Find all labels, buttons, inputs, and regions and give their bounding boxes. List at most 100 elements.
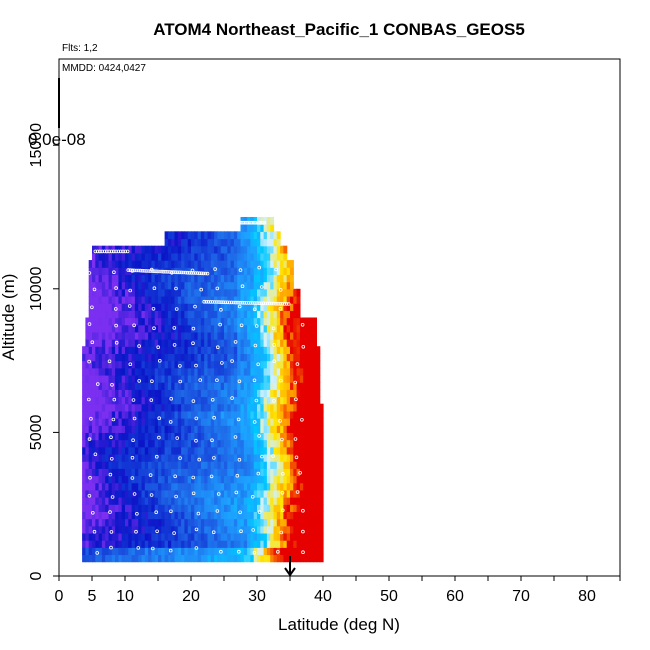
heatmap-cell [257, 281, 261, 290]
heatmap-cell [108, 403, 113, 412]
heatmap-cell [118, 461, 123, 469]
heatmap-cell [210, 439, 215, 448]
heatmap-cell [283, 260, 288, 268]
heatmap-cell [131, 339, 136, 347]
heatmap-cell [125, 497, 129, 505]
heatmap-cell [187, 252, 192, 261]
track-point [218, 322, 222, 327]
heatmap-cell [187, 331, 192, 340]
heatmap-cell [88, 425, 93, 433]
heatmap-cell [141, 439, 146, 448]
heatmap-cell [128, 245, 133, 254]
heatmap-cell [273, 475, 278, 484]
heatmap-cell [276, 346, 281, 354]
heatmap-cell [313, 403, 317, 412]
heatmap-cell [164, 331, 169, 340]
heatmap-cell [240, 389, 245, 398]
heatmap-cell [243, 418, 248, 426]
heatmap-cell [257, 252, 261, 261]
heatmap-cell [161, 310, 166, 319]
heatmap-cell [250, 446, 255, 455]
heatmap-cell [263, 475, 268, 484]
heatmap-cell [108, 468, 113, 477]
heatmap-cell [204, 410, 209, 419]
heatmap-cell [266, 303, 271, 311]
heatmap-cell [313, 382, 317, 390]
heatmap-cell [184, 310, 189, 319]
heatmap-cell [141, 540, 146, 548]
heatmap-cell [266, 331, 271, 340]
heatmap-cell [194, 274, 199, 283]
heatmap-cell [299, 418, 304, 426]
heatmap-cell [217, 324, 222, 333]
heatmap-cell [283, 374, 288, 383]
heatmap-cell [230, 547, 235, 556]
heatmap-cell [131, 360, 136, 369]
heatmap-cell [296, 482, 301, 491]
heatmap-cell [161, 547, 166, 556]
heatmap-cell [128, 346, 133, 354]
track-point [260, 454, 264, 459]
heatmap-cell [85, 489, 90, 498]
track-point [257, 434, 261, 438]
heatmap-cell [210, 274, 215, 283]
heatmap-cell [299, 432, 304, 441]
heatmap-cell [270, 439, 275, 448]
heatmap-cell [313, 504, 317, 512]
heatmap-cell [210, 504, 215, 512]
heatmap-cell [88, 382, 93, 390]
heatmap-cell [263, 267, 268, 276]
track-point [112, 270, 116, 275]
heatmap-cell [290, 410, 294, 419]
heatmap-cell [128, 518, 133, 527]
heatmap-cell [191, 446, 195, 455]
track-point [278, 288, 283, 292]
heatmap-cell [257, 475, 261, 484]
heatmap-cell [115, 446, 119, 455]
heatmap-cell [197, 432, 202, 441]
heatmap-cell [273, 439, 278, 448]
heatmap-cell [260, 331, 265, 340]
heatmap-cell [174, 281, 179, 290]
heatmap-cell [177, 403, 182, 412]
heatmap-cell [253, 511, 258, 520]
heatmap-cell [85, 324, 90, 333]
heatmap-cell [184, 482, 189, 491]
heatmap-cell [280, 288, 284, 297]
heatmap-cell [111, 425, 116, 433]
heatmap-cell [115, 346, 119, 354]
heatmap-cell [233, 518, 238, 527]
heatmap-cell [214, 310, 218, 319]
heatmap-cell [233, 238, 238, 247]
track-point [275, 549, 280, 554]
heatmap-cell [299, 331, 304, 340]
heatmap-cell [243, 525, 248, 534]
heatmap-cell [214, 231, 218, 240]
heatmap-cell [296, 317, 301, 326]
heatmap-cell [151, 532, 156, 541]
heatmap-cell [111, 252, 116, 261]
heatmap-cell [141, 317, 146, 326]
heatmap-cell [224, 245, 228, 254]
heatmap-cell [299, 511, 304, 520]
track-point [174, 494, 178, 499]
heatmap-cell [187, 346, 192, 354]
heatmap-cell [125, 475, 129, 484]
heatmap-cell [161, 324, 166, 333]
heatmap-cell [257, 374, 261, 383]
heatmap-cell [101, 374, 106, 383]
track-point [230, 359, 234, 363]
heatmap-cell [303, 425, 308, 433]
heatmap-cell [280, 547, 284, 556]
heatmap-cell [273, 353, 278, 362]
heatmap-cell [138, 303, 143, 311]
heatmap-cell [161, 410, 166, 419]
heatmap-cell [128, 295, 133, 304]
heatmap-cell [200, 403, 205, 412]
heatmap-cell [141, 410, 146, 419]
heatmap-cell [250, 432, 255, 441]
heatmap-cell [276, 532, 281, 541]
heatmap-cell [121, 346, 126, 354]
heatmap-cell [134, 317, 139, 326]
